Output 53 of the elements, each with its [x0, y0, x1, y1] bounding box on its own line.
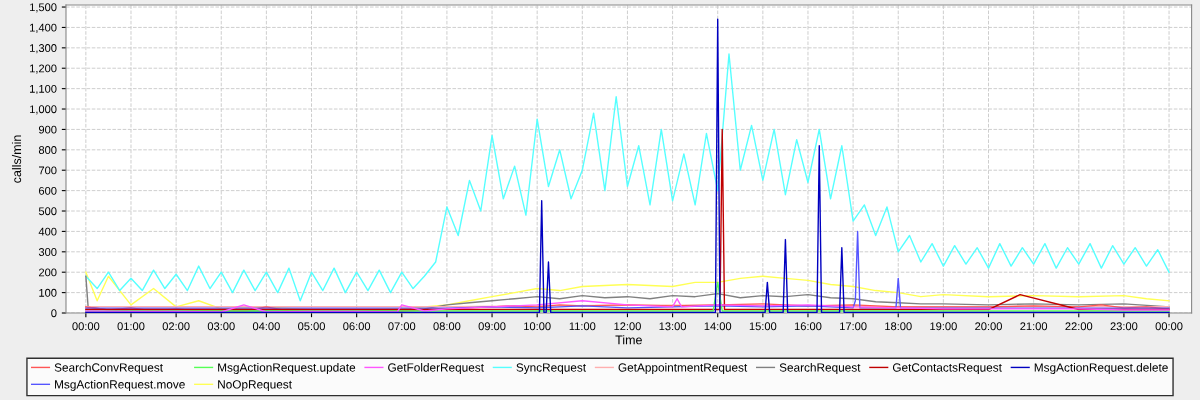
y-tick-label: 1,400 [30, 23, 57, 33]
legend-label: GetAppointmentRequest [618, 363, 748, 375]
x-tick-label: 00:00 [1155, 322, 1183, 331]
x-tick-label: 10:00 [524, 322, 551, 331]
x-tick-label: 01:00 [117, 322, 145, 331]
x-tick-label: 11:00 [569, 322, 596, 331]
x-tick-label: 13:00 [659, 322, 687, 331]
x-tick-label: 14:00 [704, 322, 732, 331]
legend-label: GetFolderRequest [388, 363, 484, 375]
y-tick-label: 300 [38, 248, 57, 256]
y-tick-label: 900 [38, 125, 57, 134]
x-tick-label: 05:00 [298, 322, 325, 331]
legend-label: SearchRequest [779, 363, 861, 375]
y-tick-label: 600 [39, 186, 57, 195]
x-tick-label: 02:00 [162, 322, 190, 331]
y-tick-label: 1,200 [30, 64, 57, 74]
x-tick-label: 16:00 [794, 322, 822, 331]
legend-label: MsgActionRequest.update [218, 363, 356, 375]
legend-label: SyncRequest [516, 363, 586, 375]
x-tick-label: 07:00 [388, 322, 416, 331]
legend-label: SearchConvRequest [54, 363, 163, 375]
x-tick-label: 15:00 [749, 322, 777, 331]
legend-label: MsgActionRequest.move [55, 379, 185, 391]
y-tick-label: 800 [38, 146, 57, 154]
x-tick-label: 04:00 [252, 322, 280, 331]
x-axis-title: Time [615, 335, 642, 345]
x-tick-label: 20:00 [975, 322, 1002, 331]
x-tick-label: 06:00 [343, 322, 371, 331]
y-tick-label: 400 [38, 227, 57, 236]
x-tick-label: 17:00 [840, 322, 867, 331]
x-tick-label: 08:00 [433, 322, 461, 331]
legend-label: NoOpRequest [218, 380, 292, 391]
y-axis-title: calls/min [11, 135, 22, 183]
y-tick-label: 1,300 [30, 44, 57, 54]
x-tick-label: 18:00 [885, 322, 912, 331]
x-tick-label: 21:00 [1020, 322, 1048, 331]
y-tick-label: 200 [38, 268, 57, 277]
legend-label: MsgActionRequest.delete [1034, 363, 1168, 375]
y-tick-label: 1,000 [30, 105, 57, 115]
x-tick-label: 09:00 [478, 322, 506, 331]
y-tick-label: 100 [39, 288, 57, 297]
x-tick-label: 00:00 [72, 322, 100, 331]
y-tick-label: 700 [39, 166, 57, 175]
y-tick-label: 0 [51, 309, 57, 318]
y-tick-label: 1,500 [30, 3, 57, 13]
x-tick-label: 03:00 [207, 322, 235, 331]
x-tick-label: 12:00 [614, 322, 641, 331]
y-tick-label: 500 [38, 207, 57, 216]
x-tick-label: 23:00 [1110, 322, 1138, 331]
legend-label: GetContactsRequest [892, 363, 1002, 375]
x-tick-label: 22:00 [1065, 322, 1093, 331]
x-tick-label: 19:00 [930, 322, 957, 331]
y-tick-label: 1,100 [30, 84, 57, 95]
